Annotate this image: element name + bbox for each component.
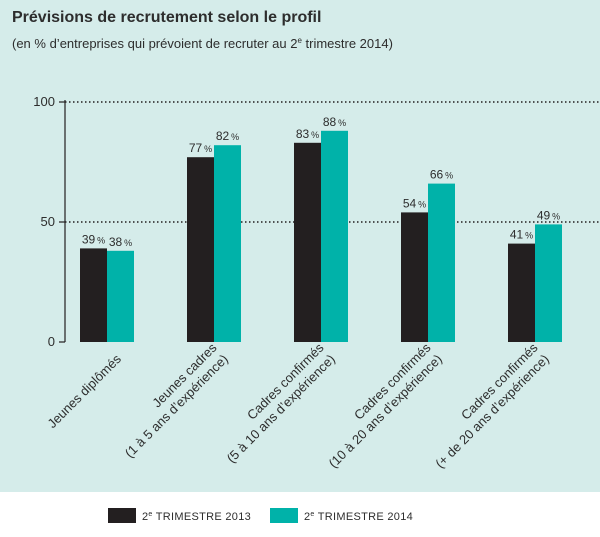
legend-label-1: 2e TRIMESTRE 2013: [142, 511, 251, 523]
bar-series2-cat4: [428, 183, 455, 342]
bar-series2-cat5: [535, 224, 562, 342]
chart-title: Prévisions de recrutement selon le profi…: [12, 9, 321, 26]
data-label: 54%: [403, 196, 426, 210]
y-tick-label: 0: [48, 334, 55, 349]
bar-series2-cat3: [321, 130, 348, 342]
data-label: 88%: [323, 115, 346, 129]
data-labels: 39% 38 % 77 % 82% 83 % 88 % 54 % 66 % 41 % 49%: [82, 115, 560, 249]
y-tick-label: 50: [41, 214, 55, 229]
bar-series1-cat5: [508, 243, 535, 342]
data-label: 66%: [430, 168, 453, 182]
data-label: 39%: [82, 232, 105, 246]
chart-subtitle: (en % d’entreprises qui prévoient de rec…: [12, 36, 393, 51]
gridlines: [65, 101, 600, 223]
bar-series1-cat2: [187, 157, 214, 342]
bars: [80, 130, 562, 342]
y-tick-label: 100: [33, 94, 55, 109]
data-label: 41%: [510, 228, 533, 242]
bar-series1-cat4: [401, 212, 428, 342]
bar-series1-cat1: [80, 248, 107, 342]
legend-swatch-1: [108, 508, 136, 523]
legend-background: [0, 492, 600, 537]
legend-swatch-2: [270, 508, 298, 523]
legend: 2e TRIMESTRE 2013 2e TRIMESTRE 2014: [108, 508, 413, 523]
data-label: 83%: [296, 127, 319, 141]
data-label: 49%: [537, 208, 560, 222]
data-label: 38%: [109, 235, 132, 249]
data-label: 82%: [216, 129, 239, 143]
axes: 100 50 0: [33, 94, 66, 349]
bar-series2-cat1: [107, 250, 134, 342]
legend-label-2: 2e TRIMESTRE 2014: [304, 511, 413, 523]
bar-series1-cat3: [294, 142, 321, 342]
data-label: 77%: [189, 141, 212, 155]
bar-series2-cat2: [214, 145, 241, 342]
